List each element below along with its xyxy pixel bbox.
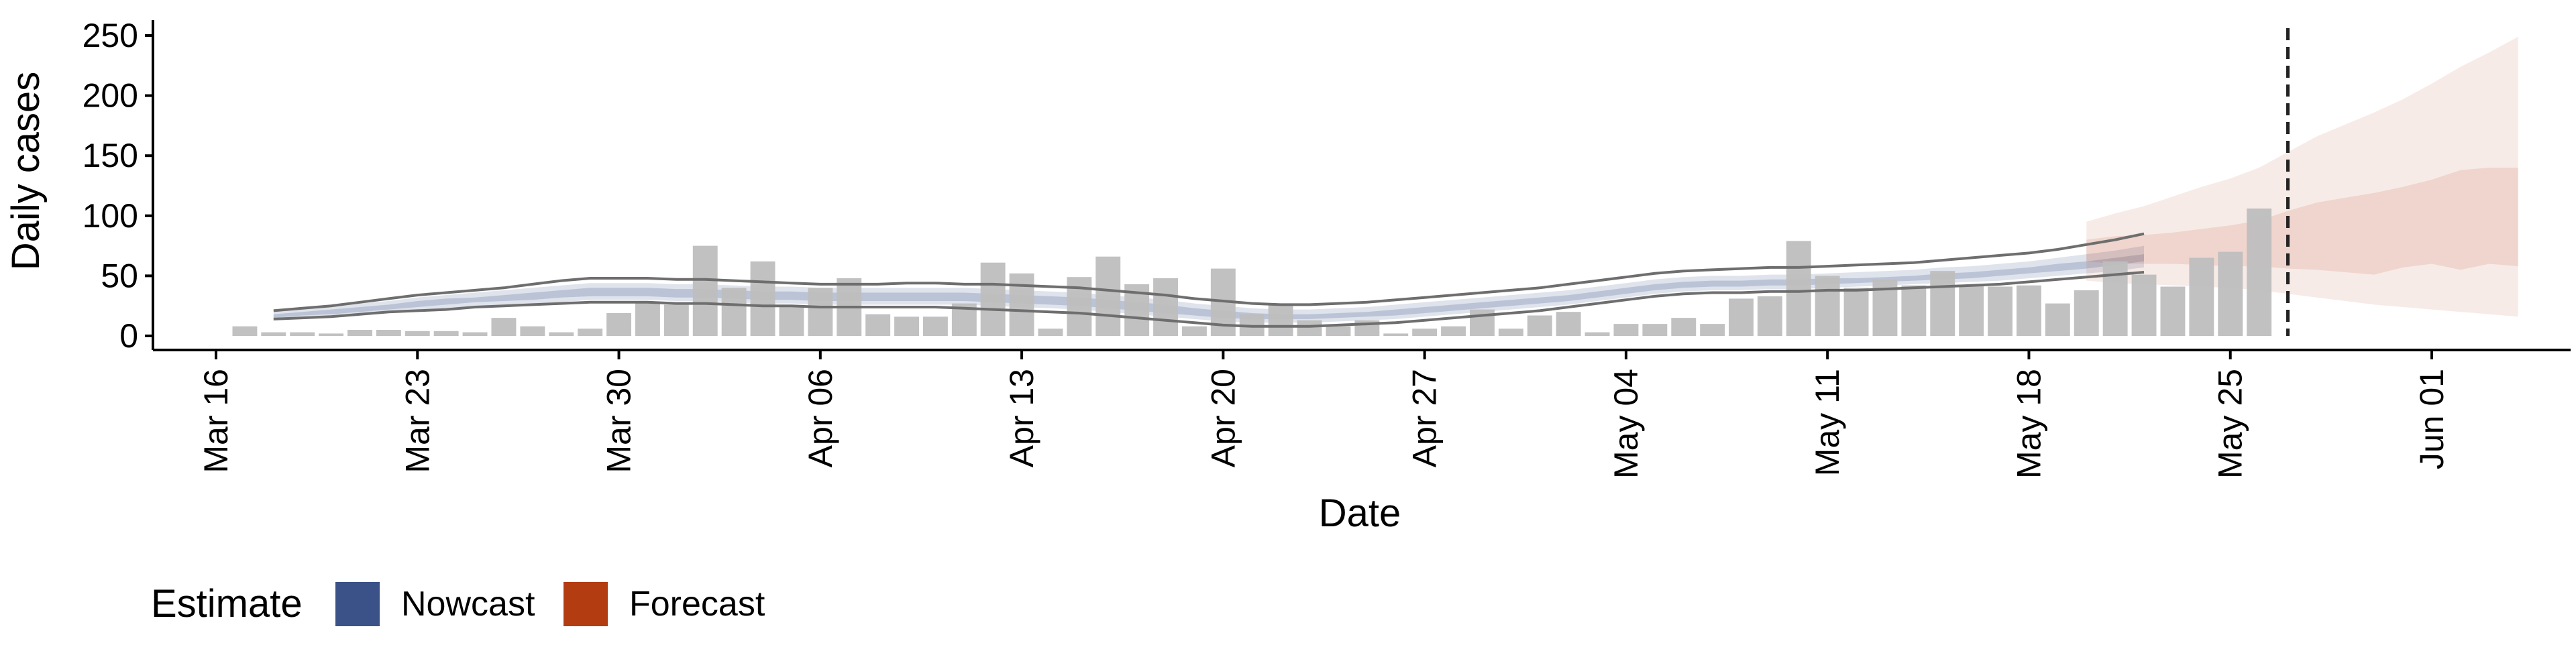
x-tick-label: Apr 13	[1003, 369, 1040, 467]
legend-title: Estimate	[151, 582, 303, 626]
case-bar	[520, 326, 545, 336]
case-bar	[1901, 285, 1927, 336]
case-bar	[865, 314, 891, 336]
case-bar	[1959, 285, 1984, 336]
case-bar	[1383, 333, 1409, 336]
case-bar	[635, 302, 660, 336]
case-bar	[808, 288, 833, 336]
case-bar	[1297, 320, 1322, 336]
case-bar	[376, 330, 401, 336]
x-tick-label: May 04	[1607, 369, 1645, 479]
case-bar	[462, 332, 488, 336]
case-bar	[894, 316, 919, 336]
case-bar	[549, 332, 574, 336]
case-bar	[923, 316, 948, 336]
case-bar	[663, 304, 689, 336]
case-bar	[692, 245, 718, 336]
case-bar	[2045, 303, 2070, 336]
x-tick-label: Mar 30	[600, 369, 638, 473]
case-bar	[1757, 296, 1782, 336]
case-bar	[1786, 241, 1811, 336]
case-bar	[1729, 298, 1754, 336]
legend: Estimate Nowcast Forecast	[151, 582, 765, 626]
case-bar	[606, 313, 631, 336]
x-tick-label: Apr 06	[802, 369, 839, 467]
legend-key-nowcast	[335, 582, 380, 626]
case-bar	[491, 318, 517, 336]
y-tick-label: 0	[119, 317, 138, 355]
case-bar	[1527, 315, 1552, 336]
nowcast-outer-band	[273, 245, 2144, 323]
legend-key-forecast	[564, 582, 608, 626]
x-axis-label: Date	[1319, 491, 1401, 535]
y-tick-label: 50	[101, 257, 138, 294]
case-bar	[1613, 324, 1639, 336]
case-bar	[2247, 209, 2272, 336]
x-tick-label: Apr 20	[1204, 369, 1242, 467]
case-bar	[750, 261, 775, 336]
case-bar	[1038, 329, 1063, 336]
axes: 0 50 100 150 200 250 Mar 16 Mar 23 Mar 30 Apr 06 A…	[83, 17, 2571, 479]
y-axis-label: Daily cases	[4, 72, 48, 271]
x-tick-label: May 25	[2212, 369, 2249, 479]
x-tick-label: May 18	[2010, 369, 2047, 479]
case-bar	[1326, 326, 1351, 336]
outline-upper-line	[273, 232, 2145, 312]
case-bar	[1642, 324, 1668, 336]
estimate-outline-lines	[273, 232, 2145, 328]
case-bar	[1843, 288, 1869, 336]
case-bar	[1585, 332, 1610, 336]
case-bar	[1815, 276, 1840, 336]
case-bar	[232, 326, 258, 336]
case-bar	[1556, 312, 1581, 336]
case-bar	[1441, 326, 1466, 336]
case-bar	[578, 329, 603, 336]
case-bar	[1671, 318, 1697, 336]
x-tick-label: May 11	[1809, 369, 1846, 476]
legend-label-nowcast: Nowcast	[401, 585, 535, 624]
case-bar	[1700, 324, 1725, 336]
case-bar	[1182, 326, 1207, 336]
case-bar	[2017, 285, 2041, 336]
case-bar	[347, 330, 372, 336]
outline-lower-line	[273, 271, 2145, 328]
case-bar	[721, 288, 747, 336]
legend-label-forecast: Forecast	[629, 585, 765, 624]
case-bar	[1412, 329, 1438, 336]
forecast-outer-band	[2086, 36, 2518, 317]
case-bar	[2074, 290, 2099, 336]
case-bar	[2160, 286, 2186, 336]
y-tick-label: 100	[83, 197, 138, 235]
x-tick-label: Jun 01	[2413, 369, 2451, 469]
case-bar	[2189, 257, 2214, 336]
case-bar	[1009, 273, 1034, 336]
case-bar	[779, 306, 804, 336]
case-bar	[433, 331, 459, 336]
case-bar	[2218, 251, 2243, 336]
case-bar	[1498, 329, 1523, 336]
case-bar	[290, 332, 315, 336]
forecast-inner-band	[2086, 168, 2518, 275]
x-tick-label: Mar 23	[398, 369, 436, 473]
case-bar	[261, 332, 286, 336]
y-tick-label: 150	[83, 137, 138, 174]
y-tick-label: 200	[83, 77, 138, 115]
case-bar	[405, 331, 430, 336]
case-bar	[980, 262, 1006, 336]
case-bar	[1268, 304, 1293, 336]
case-bar	[1988, 286, 2012, 336]
case-bar	[319, 333, 343, 336]
case-bar	[1153, 278, 1178, 336]
case-bar	[1930, 271, 1955, 336]
case-bar	[1067, 277, 1092, 336]
x-tick-label: Apr 27	[1406, 369, 1444, 467]
x-tick-label: Mar 16	[197, 369, 235, 473]
case-bar	[1095, 256, 1121, 336]
y-tick-label: 250	[83, 17, 138, 54]
estimate-bands	[273, 36, 2518, 323]
case-bar	[2131, 274, 2157, 336]
